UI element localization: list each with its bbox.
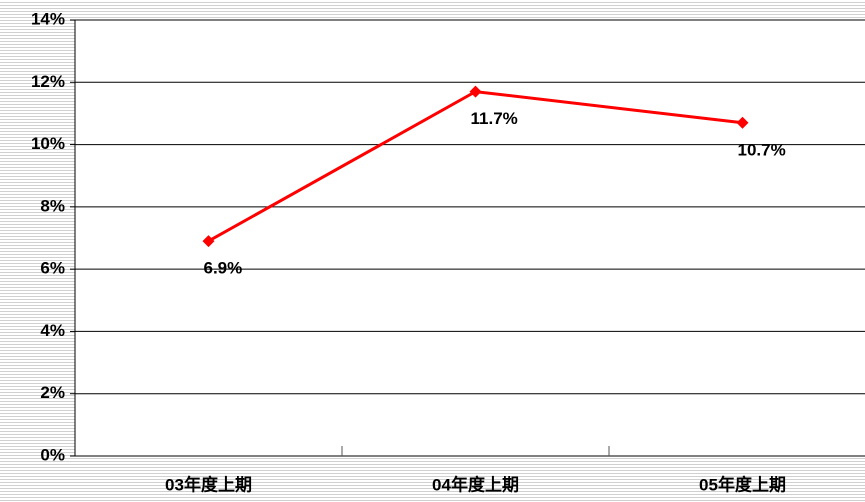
data-label: 10.7% — [738, 140, 786, 159]
y-tick-label: 10% — [31, 134, 65, 153]
marker — [469, 85, 482, 98]
marker — [202, 235, 215, 248]
y-tick-label: 12% — [31, 72, 65, 91]
data-label: 11.7% — [471, 109, 518, 128]
data-label: 6.9% — [204, 259, 243, 278]
y-tick-label: 14% — [31, 9, 65, 28]
x-tick-label: 03年度上期 — [165, 474, 252, 494]
x-tick-label: 05年度上期 — [699, 474, 786, 494]
y-tick-label: 6% — [40, 259, 65, 278]
y-tick-label: 8% — [40, 196, 65, 215]
x-tick-label: 04年度上期 — [432, 474, 519, 494]
plot-area — [75, 20, 865, 456]
y-tick-label: 4% — [40, 321, 65, 340]
y-tick-label: 0% — [40, 445, 65, 464]
marker — [736, 116, 749, 129]
y-tick-label: 2% — [40, 383, 65, 402]
